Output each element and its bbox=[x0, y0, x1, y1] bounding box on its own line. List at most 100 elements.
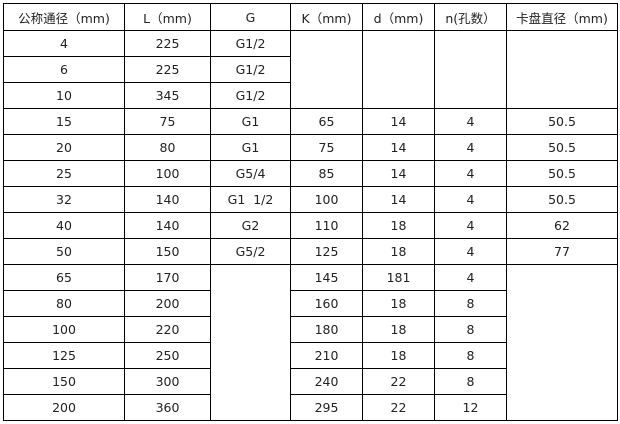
cell-k: 210 bbox=[290, 342, 363, 369]
cell-k bbox=[290, 30, 363, 109]
cell-n: 8 bbox=[434, 316, 507, 343]
table-row: 4 225 G1/2 bbox=[3, 30, 618, 109]
table-row: 15 75 G1 65 14 4 50.5 bbox=[3, 108, 618, 135]
cell-l: 220 bbox=[124, 316, 211, 343]
cell-k: 240 bbox=[290, 368, 363, 395]
cell-l: 200 bbox=[124, 290, 211, 317]
header-n: n(孔数） bbox=[434, 3, 507, 31]
cell-n: 4 bbox=[434, 264, 507, 291]
cell-l: 75 bbox=[124, 108, 211, 135]
cell-l: 80 bbox=[124, 134, 211, 161]
cell-k: 110 bbox=[290, 212, 363, 239]
cell-g: G1 bbox=[210, 108, 291, 135]
cell-g: G1/2 bbox=[210, 56, 291, 83]
cell-g: G1/2 bbox=[210, 30, 291, 57]
cell-nominal-diameter: 200 bbox=[3, 394, 125, 421]
cell-nominal-diameter: 40 bbox=[3, 212, 125, 239]
cell-l: 345 bbox=[124, 82, 211, 109]
table-row: 150 300 240 22 8 bbox=[3, 368, 618, 395]
cell-nominal-diameter: 10 bbox=[3, 82, 125, 109]
cell-k: 145 bbox=[290, 264, 363, 291]
cell-g: G5/4 bbox=[210, 160, 291, 187]
cell-k: 295 bbox=[290, 394, 363, 421]
cell-nominal-diameter: 6 bbox=[3, 56, 125, 83]
cell-nominal-diameter: 150 bbox=[3, 368, 125, 395]
table-row: 50 150 G5/2 125 18 4 77 bbox=[3, 238, 618, 265]
cell-n: 4 bbox=[434, 238, 507, 265]
cell-chuck-diameter: 62 bbox=[506, 212, 618, 239]
header-g: G bbox=[210, 3, 291, 31]
cell-nominal-diameter: 125 bbox=[3, 342, 125, 369]
cell-l: 140 bbox=[124, 186, 211, 213]
cell-n: 8 bbox=[434, 342, 507, 369]
cell-k: 125 bbox=[290, 238, 363, 265]
cell-d: 14 bbox=[362, 134, 435, 161]
cell-chuck-diameter: 50.5 bbox=[506, 186, 618, 213]
cell-d: 18 bbox=[362, 316, 435, 343]
header-row: 公称通径（mm) L（mm) G K（mm) d（mm) n(孔数） 卡盘直径（… bbox=[3, 3, 618, 31]
cell-nominal-diameter: 25 bbox=[3, 160, 125, 187]
header-d: d（mm) bbox=[362, 3, 435, 31]
cell-chuck-diameter: 50.5 bbox=[506, 134, 618, 161]
cell-g: G1 bbox=[210, 134, 291, 161]
cell-nominal-diameter: 100 bbox=[3, 316, 125, 343]
cell-nominal-diameter: 32 bbox=[3, 186, 125, 213]
cell-d: 18 bbox=[362, 238, 435, 265]
cell-nominal-diameter: 4 bbox=[3, 30, 125, 57]
cell-k: 85 bbox=[290, 160, 363, 187]
cell-l: 140 bbox=[124, 212, 211, 239]
cell-g: G1 1/2 bbox=[210, 186, 291, 213]
cell-nominal-diameter: 15 bbox=[3, 108, 125, 135]
cell-chuck-diameter: 50.5 bbox=[506, 160, 618, 187]
cell-g: G2 bbox=[210, 212, 291, 239]
table-row: 40 140 G2 110 18 4 62 bbox=[3, 212, 618, 239]
cell-n: 4 bbox=[434, 160, 507, 187]
table-row: 25 100 G5/4 85 14 4 50.5 bbox=[3, 160, 618, 187]
cell-d: 14 bbox=[362, 160, 435, 187]
cell-l: 170 bbox=[124, 264, 211, 291]
cell-d: 14 bbox=[362, 186, 435, 213]
cell-n: 4 bbox=[434, 212, 507, 239]
table-body: 4 225 G1/2 6 225 G1/2 10 345 G1/2 15 75 G1 65 14 4 50.5… bbox=[3, 30, 618, 421]
cell-d: 18 bbox=[362, 290, 435, 317]
cell-d bbox=[362, 30, 435, 109]
table-row: 20 80 G1 75 14 4 50.5 bbox=[3, 134, 618, 161]
table-row: 125 250 210 18 8 bbox=[3, 342, 618, 369]
header-k: K（mm) bbox=[290, 3, 363, 31]
cell-d: 22 bbox=[362, 394, 435, 421]
cell-g bbox=[210, 264, 291, 421]
cell-l: 300 bbox=[124, 368, 211, 395]
cell-n: 4 bbox=[434, 186, 507, 213]
cell-nominal-diameter: 65 bbox=[3, 264, 125, 291]
cell-nominal-diameter: 20 bbox=[3, 134, 125, 161]
table-row: 32 140 G1 1/2 100 14 4 50.5 bbox=[3, 186, 618, 213]
header-nominal-diameter: 公称通径（mm) bbox=[3, 3, 125, 31]
cell-g: G5/2 bbox=[210, 238, 291, 265]
table-row: 6 225 G1/2 bbox=[3, 56, 618, 83]
cell-chuck-diameter bbox=[506, 264, 618, 421]
cell-n: 12 bbox=[434, 394, 507, 421]
cell-chuck-diameter: 50.5 bbox=[506, 108, 618, 135]
cell-nominal-diameter: 50 bbox=[3, 238, 125, 265]
cell-k: 160 bbox=[290, 290, 363, 317]
table-row: 80 200 160 18 8 bbox=[3, 290, 618, 317]
cell-l: 250 bbox=[124, 342, 211, 369]
cell-l: 150 bbox=[124, 238, 211, 265]
cell-k: 75 bbox=[290, 134, 363, 161]
cell-n: 8 bbox=[434, 290, 507, 317]
cell-k: 100 bbox=[290, 186, 363, 213]
cell-l: 225 bbox=[124, 56, 211, 83]
cell-l: 100 bbox=[124, 160, 211, 187]
cell-d: 18 bbox=[362, 212, 435, 239]
cell-g: G1/2 bbox=[210, 82, 291, 109]
cell-chuck-diameter: 77 bbox=[506, 238, 618, 265]
cell-d: 14 bbox=[362, 108, 435, 135]
cell-d: 22 bbox=[362, 368, 435, 395]
header-l: L（mm) bbox=[124, 3, 211, 31]
cell-k: 180 bbox=[290, 316, 363, 343]
cell-d: 18 bbox=[362, 342, 435, 369]
spec-table: 公称通径（mm) L（mm) G K（mm) d（mm) n(孔数） 卡盘直径（… bbox=[3, 3, 618, 421]
cell-l: 225 bbox=[124, 30, 211, 57]
cell-chuck-diameter bbox=[506, 30, 618, 109]
table-row: 200 360 295 22 12 bbox=[3, 394, 618, 421]
